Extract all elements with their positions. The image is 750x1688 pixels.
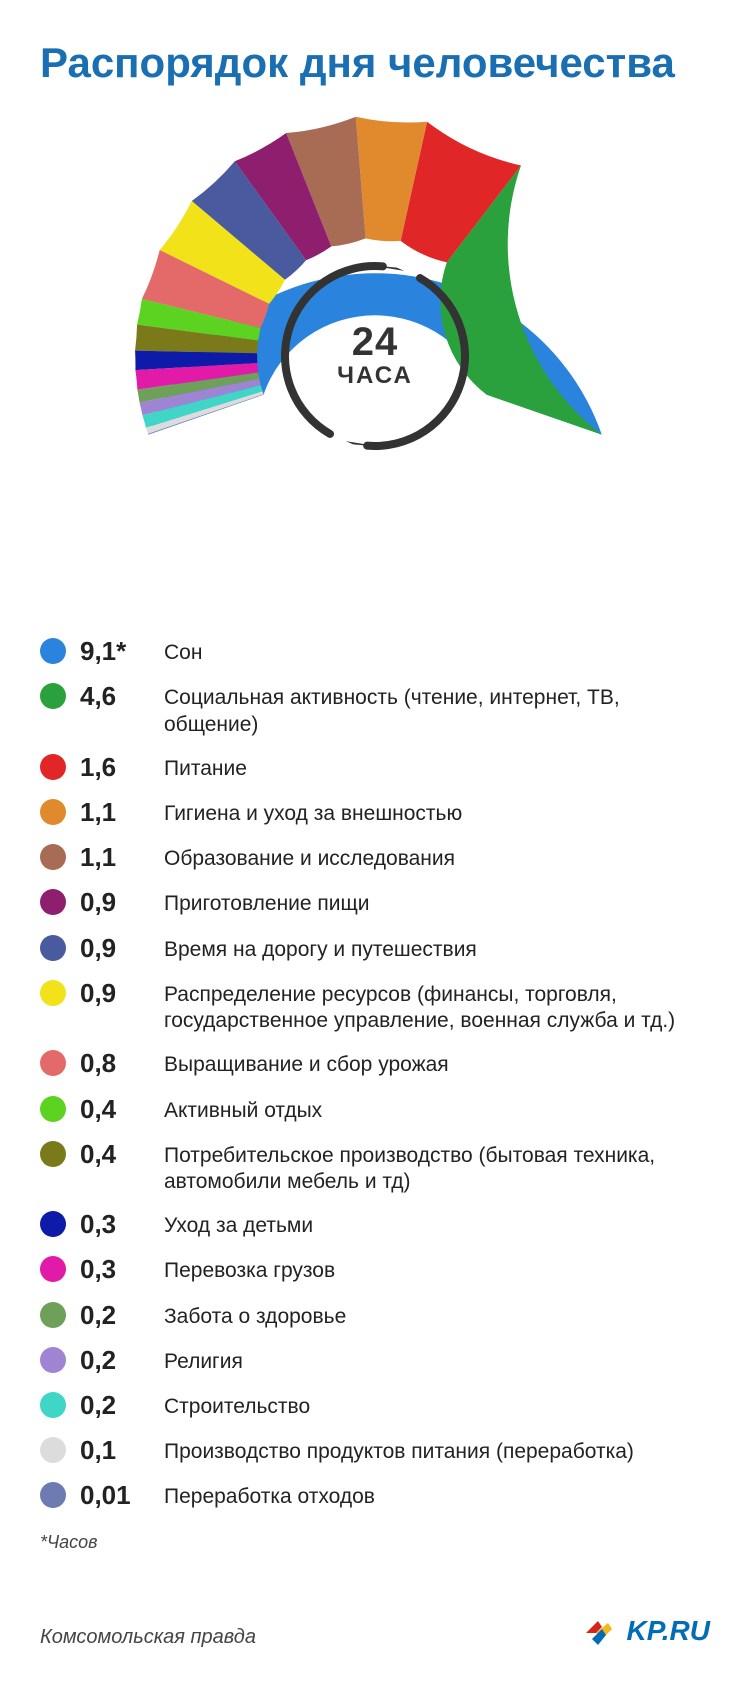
- footnote: *Часов: [40, 1532, 710, 1553]
- legend-swatch: [40, 1437, 66, 1463]
- legend-row: 0,4 Потребительское производство (бытовая…: [40, 1139, 710, 1196]
- center-word: ЧАСА: [337, 362, 413, 390]
- legend-row: 0,3 Уход за детьми: [40, 1209, 710, 1240]
- legend-swatch: [40, 1141, 66, 1167]
- legend-label: Переработка отходов: [164, 1480, 375, 1510]
- legend-value: 0,2: [80, 1345, 150, 1376]
- legend-swatch: [40, 1392, 66, 1418]
- legend-swatch: [40, 844, 66, 870]
- center-number: 24: [337, 322, 413, 362]
- legend-value: 4,6: [80, 681, 150, 712]
- legend-swatch: [40, 1050, 66, 1076]
- legend-value: 1,6: [80, 752, 150, 783]
- legend-label: Уход за детьми: [164, 1209, 313, 1239]
- legend-value: 0,01: [80, 1480, 150, 1511]
- legend-value: 0,9: [80, 933, 150, 964]
- legend-swatch: [40, 638, 66, 664]
- legend-swatch: [40, 754, 66, 780]
- brand-logo: KP.RU: [582, 1613, 710, 1649]
- legend-swatch: [40, 683, 66, 709]
- legend-label: Строительство: [164, 1390, 310, 1420]
- legend-row: 0,9 Распределение ресурсов (финансы, торг…: [40, 978, 710, 1035]
- legend-label: Выращивание и сбор урожая: [164, 1048, 449, 1078]
- source-text: Комсомольская правда: [40, 1626, 256, 1649]
- legend-value: 0,3: [80, 1254, 150, 1285]
- legend-swatch: [40, 1347, 66, 1373]
- brand-bird-icon: [582, 1613, 618, 1649]
- legend-label: Забота о здоровье: [164, 1300, 346, 1330]
- legend-row: 1,6 Питание: [40, 752, 710, 783]
- footer: Комсомольская правда KP.RU: [40, 1613, 710, 1649]
- donut-chart: 24 ЧАСА: [135, 116, 615, 596]
- legend-label: Социальная активность (чтение, интернет,…: [164, 681, 710, 738]
- legend-label: Время на дорогу и путешествия: [164, 933, 477, 963]
- legend-row: 0,9 Время на дорогу и путешествия: [40, 933, 710, 964]
- legend-label: Потребительское производство (бытовая те…: [164, 1139, 710, 1196]
- legend-label: Производство продуктов питания (перерабо…: [164, 1435, 634, 1465]
- legend-label: Сон: [164, 636, 202, 666]
- legend-value: 9,1*: [80, 636, 150, 667]
- legend-swatch: [40, 980, 66, 1006]
- legend-value: 0,8: [80, 1048, 150, 1079]
- legend-label: Питание: [164, 752, 247, 782]
- legend-label: Религия: [164, 1345, 243, 1375]
- legend-label: Распределение ресурсов (финансы, торговл…: [164, 978, 710, 1035]
- legend-value: 0,9: [80, 978, 150, 1009]
- legend-value: 1,1: [80, 797, 150, 828]
- legend-row: 0,2 Забота о здоровье: [40, 1300, 710, 1331]
- legend-swatch: [40, 935, 66, 961]
- legend-value: 0,2: [80, 1390, 150, 1421]
- legend-row: 0,2 Строительство: [40, 1390, 710, 1421]
- legend-value: 0,2: [80, 1300, 150, 1331]
- legend-row: 1,1 Образование и исследования: [40, 842, 710, 873]
- legend-label: Образование и исследования: [164, 842, 455, 872]
- legend-row: 0,01 Переработка отходов: [40, 1480, 710, 1511]
- legend-row: 0,8 Выращивание и сбор урожая: [40, 1048, 710, 1079]
- legend-swatch: [40, 799, 66, 825]
- legend-row: 9,1* Сон: [40, 636, 710, 667]
- legend-value: 0,3: [80, 1209, 150, 1240]
- legend-row: 0,2 Религия: [40, 1345, 710, 1376]
- legend-value: 1,1: [80, 842, 150, 873]
- legend-row: 0,9 Приготовление пищи: [40, 887, 710, 918]
- legend-swatch: [40, 1482, 66, 1508]
- legend-label: Гигиена и уход за внешностью: [164, 797, 462, 827]
- legend-row: 0,4 Активный отдых: [40, 1094, 710, 1125]
- legend-swatch: [40, 1096, 66, 1122]
- page-title: Распорядок дня человечества: [40, 40, 710, 86]
- legend-row: 0,3 Перевозка грузов: [40, 1254, 710, 1285]
- legend-label: Перевозка грузов: [164, 1254, 335, 1284]
- legend-swatch: [40, 1302, 66, 1328]
- chart-center-label: 24 ЧАСА: [337, 322, 413, 390]
- legend-swatch: [40, 1211, 66, 1237]
- legend-value: 0,1: [80, 1435, 150, 1466]
- brand-text: KP.RU: [626, 1615, 710, 1647]
- legend-row: 1,1 Гигиена и уход за внешностью: [40, 797, 710, 828]
- legend: 9,1* Сон 4,6 Социальная активность (чтение,…: [40, 636, 710, 1511]
- legend-row: 4,6 Социальная активность (чтение, интерн…: [40, 681, 710, 738]
- legend-value: 0,4: [80, 1094, 150, 1125]
- legend-value: 0,4: [80, 1139, 150, 1170]
- legend-value: 0,9: [80, 887, 150, 918]
- legend-swatch: [40, 1256, 66, 1282]
- legend-label: Приготовление пищи: [164, 887, 370, 917]
- legend-label: Активный отдых: [164, 1094, 322, 1124]
- legend-swatch: [40, 889, 66, 915]
- legend-row: 0,1 Производство продуктов питания (перер…: [40, 1435, 710, 1466]
